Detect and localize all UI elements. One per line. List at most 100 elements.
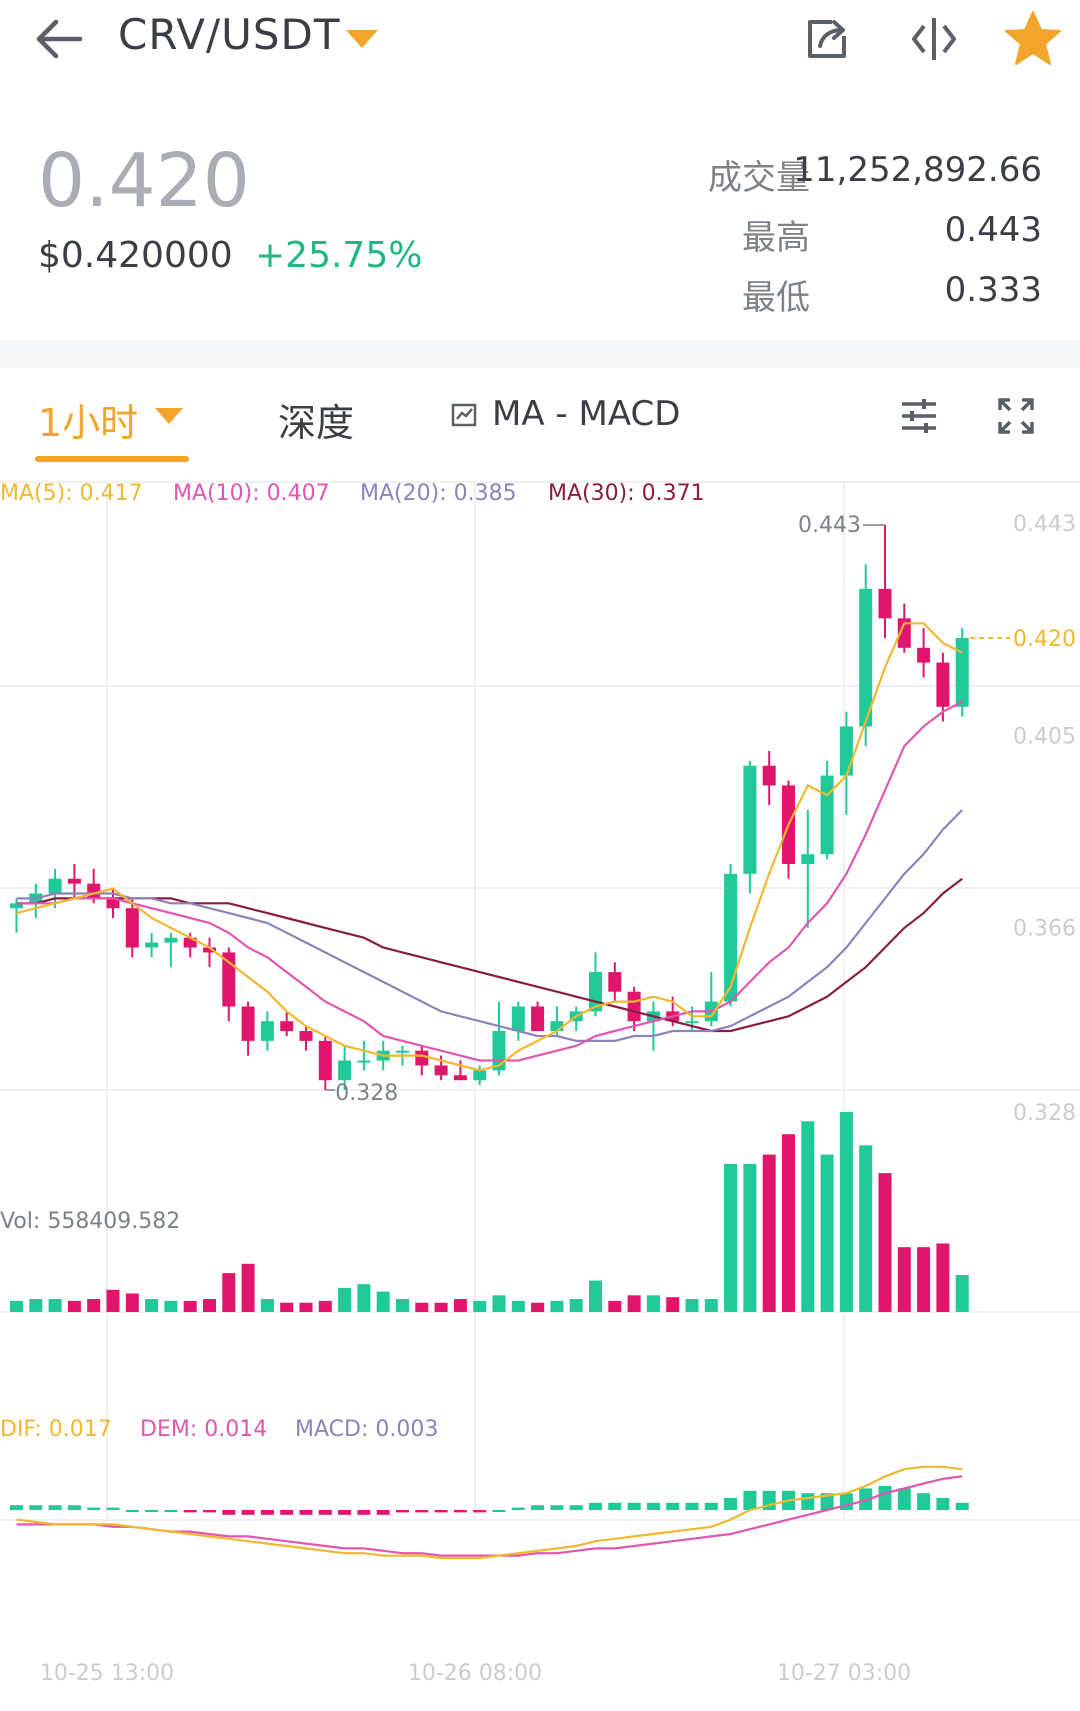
indicator-chart-icon[interactable]	[450, 400, 480, 430]
candle-body	[839, 726, 853, 776]
candle-body	[67, 878, 81, 884]
fullscreen-icon[interactable]	[996, 396, 1036, 436]
pair-title[interactable]: CRV/USDT	[118, 10, 341, 59]
volume-bar	[473, 1300, 487, 1312]
macd-histogram-bar	[299, 1510, 313, 1515]
candle-body	[878, 588, 892, 619]
volume-bar	[434, 1302, 448, 1312]
chart-settings-icon[interactable]	[898, 396, 940, 436]
volume-bar	[917, 1247, 931, 1312]
macd-histogram-bar	[550, 1505, 564, 1510]
candle-body	[10, 903, 23, 909]
volume-bar	[29, 1299, 43, 1312]
candle-body	[511, 1006, 525, 1032]
macd-histogram-bar	[897, 1488, 911, 1510]
macd-histogram-bar	[396, 1510, 409, 1513]
candle-body	[743, 765, 757, 874]
dem-legend: DEM: 0.014	[140, 1417, 267, 1442]
volume-bar	[511, 1300, 525, 1312]
tab-depth[interactable]: 深度	[278, 401, 355, 445]
volume-legend: Vol: 558409.582	[0, 1209, 180, 1234]
candle-body	[299, 1031, 313, 1041]
candle-body	[820, 775, 834, 855]
volume-bar	[801, 1121, 815, 1312]
macd-histogram-bar	[241, 1510, 255, 1515]
candle-body	[164, 937, 178, 943]
current-price-label: 0.420	[1013, 627, 1076, 652]
volume-bar	[376, 1291, 390, 1312]
price-tick-label: 0.328	[1013, 1101, 1076, 1126]
volume-bar	[569, 1299, 583, 1312]
dif-line	[16, 1465, 963, 1560]
volume-bar	[936, 1243, 950, 1312]
candle-body	[357, 1060, 371, 1063]
volume-bar	[338, 1287, 352, 1312]
volume-bar	[492, 1295, 506, 1312]
macd-histogram-bar	[801, 1493, 815, 1510]
macd-legend: MACD: 0.003	[295, 1417, 438, 1442]
macd-histogram-bar	[260, 1510, 274, 1515]
volume-bar	[396, 1299, 409, 1312]
volume-bar	[608, 1300, 622, 1312]
macd-histogram-bar	[183, 1510, 197, 1513]
volume-bars	[10, 1112, 969, 1312]
time-tick-label: 10-25 13:00	[40, 1661, 174, 1686]
candle-body	[87, 883, 101, 899]
volume-bar	[550, 1300, 564, 1312]
dem-line	[16, 1475, 963, 1557]
volume-bar	[164, 1300, 178, 1312]
tab-indicator[interactable]: MA - MACD	[492, 394, 681, 434]
candle-body	[415, 1050, 429, 1066]
macd-histogram-bar	[434, 1510, 448, 1513]
min-price-label: 0.328	[335, 1081, 398, 1106]
pair-dropdown-caret-icon[interactable]	[346, 30, 378, 48]
high-value: 0.443	[944, 210, 1042, 250]
candle-body	[473, 1070, 487, 1081]
candle-body	[183, 937, 197, 948]
volume-bar	[106, 1289, 120, 1312]
candle-body	[106, 898, 120, 909]
volume-bar	[878, 1173, 892, 1312]
ma-lines	[16, 622, 963, 1072]
candlestick-chart[interactable]: MA(5): 0.417 MA(10): 0.407 MA(20): 0.385…	[0, 470, 1080, 1711]
macd-histogram-bar	[203, 1510, 216, 1513]
ma20-line	[16, 809, 963, 1042]
macd-histogram-bar	[511, 1507, 525, 1510]
macd-histogram-bar	[318, 1510, 332, 1515]
macd-histogram-bar	[48, 1505, 62, 1510]
candle-body	[627, 991, 641, 1022]
macd-histogram-bar	[839, 1493, 853, 1510]
macd-histogram-bar	[145, 1510, 159, 1512]
favorite-star-icon[interactable]	[1002, 8, 1064, 70]
volume-bar	[820, 1154, 834, 1312]
candle-body	[917, 647, 931, 663]
macd-histogram-bar	[878, 1486, 892, 1510]
macd-histogram-bar	[87, 1507, 101, 1510]
tab-interval[interactable]: 1小时	[38, 401, 139, 445]
macd-histogram-bar	[704, 1502, 718, 1510]
candle-body	[608, 972, 622, 992]
compare-icon[interactable]	[906, 12, 962, 66]
volume-bar	[724, 1163, 738, 1312]
back-arrow-icon[interactable]	[30, 14, 90, 64]
macd-histogram-bar	[531, 1505, 545, 1510]
price-tick-label: 0.405	[1013, 725, 1076, 750]
volume-bar	[704, 1299, 718, 1312]
volume-bar	[67, 1300, 81, 1312]
volume-bar	[453, 1299, 467, 1312]
volume-bar	[762, 1154, 776, 1312]
candle-body	[801, 854, 815, 864]
volume-bar	[318, 1300, 332, 1312]
volume-bar	[260, 1299, 274, 1312]
macd-histogram-bar	[666, 1502, 680, 1510]
macd-panel	[10, 1465, 969, 1560]
volume-bar	[203, 1299, 216, 1312]
volume-bar	[222, 1273, 236, 1312]
candle-body	[241, 1006, 255, 1041]
macd-histogram-bar	[724, 1498, 738, 1510]
interval-dropdown-caret-icon[interactable]	[155, 408, 183, 424]
volume-bar	[531, 1302, 545, 1312]
share-icon[interactable]	[802, 14, 852, 64]
macd-histogram-bar	[106, 1507, 120, 1510]
ma20-legend: MA(20): 0.385	[360, 481, 517, 506]
